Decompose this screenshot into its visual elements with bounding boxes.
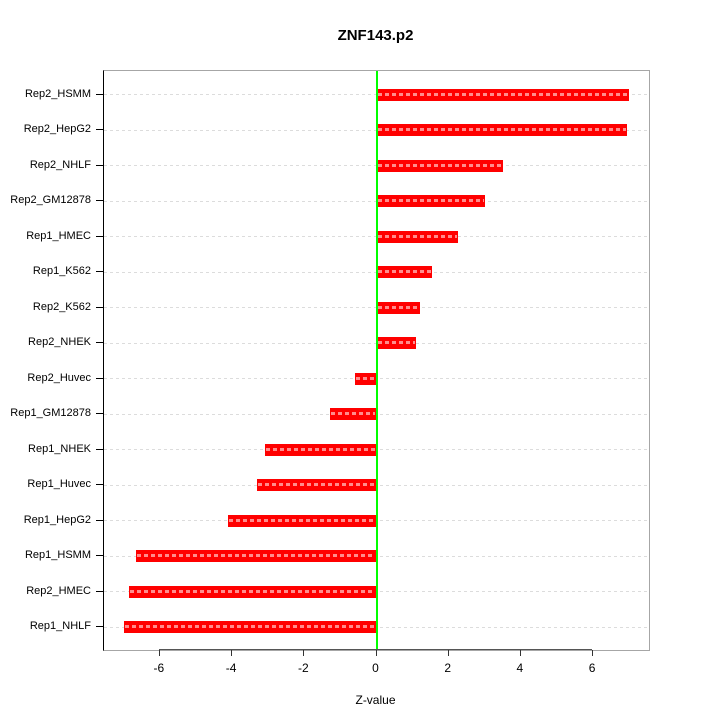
y-axis-tick [96, 484, 103, 486]
x-tick-label: 0 [372, 661, 379, 675]
bar-hatch [377, 163, 502, 167]
x-tick-label: -2 [297, 661, 309, 675]
plot-area [103, 70, 650, 651]
bar-hatch [377, 92, 629, 96]
bar-hatch [377, 199, 484, 203]
category-label: Rep1_HepG2 [23, 513, 91, 526]
y-axis-tick [96, 306, 103, 308]
x-axis-tick [158, 650, 160, 656]
bar-hatch [377, 270, 432, 274]
bar [264, 443, 377, 456]
category-label: Rep1_HSMM [24, 549, 91, 562]
y-axis-tick [96, 448, 103, 450]
category-label: Rep1_GM12878 [10, 407, 91, 420]
x-tick-label: -6 [153, 661, 165, 675]
y-axis-tick [96, 129, 103, 131]
y-axis-tick [96, 590, 103, 592]
bar [376, 195, 485, 208]
bar [376, 88, 630, 101]
bar-hatch [377, 234, 457, 238]
bar [329, 408, 377, 421]
bar [376, 266, 433, 279]
chart-title: ZNF143.p2 [337, 27, 414, 44]
x-axis-line [158, 649, 593, 650]
bar-hatch [265, 447, 376, 451]
bar-hatch [330, 412, 376, 416]
x-axis-tick [447, 650, 449, 656]
bar [376, 230, 458, 243]
bar-hatch [137, 554, 376, 558]
bar [257, 479, 377, 492]
category-label: Rep2_HSMM [24, 87, 91, 100]
x-axis-tick [592, 650, 594, 656]
category-label: Rep1_K562 [32, 265, 91, 278]
x-tick-label: 6 [588, 661, 596, 675]
category-label: Rep2_HMEC [26, 584, 91, 597]
x-axis-tick [303, 650, 305, 656]
category-label: Rep2_NHLF [29, 158, 91, 171]
bar-hatch [130, 589, 376, 593]
category-label: Rep1_NHLF [29, 620, 91, 633]
bar-hatch [377, 341, 416, 345]
x-axis-label: Z-value [355, 693, 396, 707]
x-axis-tick [375, 650, 377, 656]
category-label: Rep1_Huvec [27, 478, 91, 491]
x-tick-label: 2 [444, 661, 452, 675]
bar [129, 585, 377, 598]
category-label: Rep2_NHEK [28, 336, 91, 349]
bar-hatch [124, 625, 376, 629]
y-axis-tick [96, 413, 103, 415]
bar-hatch [258, 483, 376, 487]
category-label: Rep1_HMEC [26, 229, 91, 242]
bar [136, 550, 377, 563]
y-axis-tick [96, 377, 103, 379]
x-axis-tick [231, 650, 233, 656]
bar-hatch [229, 518, 376, 522]
bar [376, 301, 420, 314]
y-axis-tick [96, 235, 103, 237]
bar [123, 621, 377, 634]
y-axis-tick [96, 519, 103, 521]
bar [376, 124, 628, 137]
bar-hatch [377, 305, 419, 309]
y-axis-tick [96, 200, 103, 202]
bar [354, 372, 377, 385]
bar-hatch [355, 376, 376, 380]
y-axis-tick [96, 271, 103, 273]
bar-hatch [377, 128, 627, 132]
bar [376, 159, 503, 172]
zero-reference-line [375, 71, 378, 650]
category-label: Rep2_HepG2 [23, 123, 91, 136]
category-label: Rep1_NHEK [28, 442, 91, 455]
category-label: Rep2_Huvec [27, 371, 91, 384]
category-label: Rep2_GM12878 [10, 194, 91, 207]
y-axis-tick [96, 555, 103, 557]
y-axis-tick [96, 164, 103, 166]
category-label: Rep2_K562 [32, 300, 91, 313]
y-axis-tick [96, 626, 103, 628]
y-axis-tick [96, 93, 103, 95]
bar [228, 514, 377, 527]
bar [376, 337, 417, 350]
x-axis-tick [519, 650, 521, 656]
x-tick-label: -4 [225, 661, 237, 675]
y-axis-tick [96, 342, 103, 344]
x-tick-label: 4 [516, 661, 524, 675]
